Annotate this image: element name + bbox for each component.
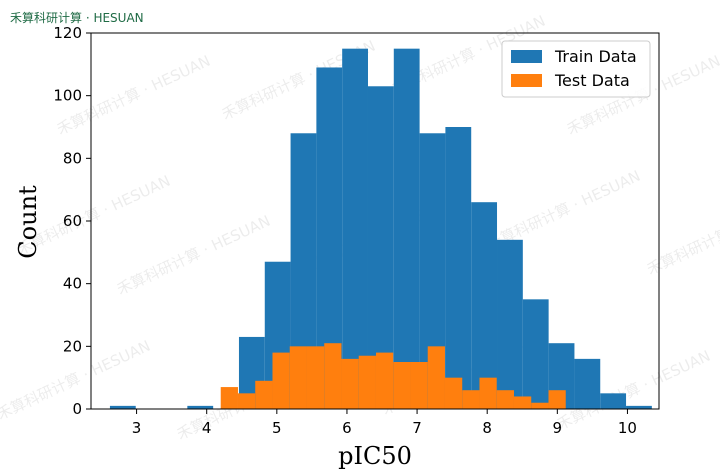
test-bar: [220, 387, 238, 409]
y-tick-label: 120: [53, 24, 82, 42]
y-tick-label: 40: [63, 275, 82, 293]
train-bar: [445, 127, 472, 409]
y-tick-label: 0: [72, 400, 82, 418]
test-bar: [410, 362, 428, 409]
legend-label: Train Data: [554, 47, 637, 66]
test-bar: [341, 358, 359, 409]
test-bar: [358, 355, 376, 409]
x-tick-label: 4: [202, 419, 212, 437]
x-tick-label: 5: [272, 419, 282, 437]
test-bar: [548, 390, 566, 409]
x-tick-label: 7: [412, 419, 422, 437]
watermark-text: 禾算科研计算 · HESUAN: [114, 212, 273, 299]
train-bar: [600, 393, 627, 409]
train-bar: [187, 405, 214, 409]
x-tick-label: 8: [482, 419, 492, 437]
test-bar: [479, 377, 497, 409]
x-tick-label: 9: [553, 419, 563, 437]
test-bar: [531, 402, 549, 409]
brand-text: 禾算科研计算 · HESUAN: [10, 11, 144, 25]
test-bar: [513, 396, 532, 409]
train-bar: [342, 48, 368, 410]
test-bar: [496, 390, 514, 409]
test-bar: [427, 346, 445, 409]
test-bar: [375, 352, 394, 409]
x-tick-label: 3: [132, 419, 142, 437]
y-axis-label: Count: [14, 185, 42, 259]
bars-layer: [109, 48, 652, 410]
test-bar: [324, 343, 342, 409]
test-bar: [255, 380, 273, 409]
y-tick-label: 80: [63, 149, 82, 167]
train-bar: [393, 48, 420, 410]
train-bar: [574, 358, 601, 409]
x-axis-label: pIC50: [338, 442, 412, 470]
train-bar: [497, 239, 523, 409]
test-bar: [289, 346, 307, 409]
test-bar: [272, 352, 290, 409]
legend-swatch: [511, 74, 542, 87]
test-bar: [306, 346, 325, 409]
test-bar: [237, 393, 256, 409]
train-bar: [471, 202, 498, 409]
test-bar: [393, 362, 411, 409]
legend-swatch: [511, 50, 542, 63]
x-tick-label: 6: [342, 419, 352, 437]
test-bar: [462, 390, 480, 409]
train-bar: [626, 405, 652, 409]
train-bar: [109, 405, 136, 409]
legend: Train Data Test Data: [501, 40, 651, 98]
watermark-text: 禾算科研计算 · HESUAN: [644, 192, 720, 279]
train-bar: [522, 299, 549, 409]
y-tick-label: 20: [63, 337, 82, 355]
y-tick-label: 100: [53, 87, 82, 105]
test-bar: [444, 377, 463, 409]
legend-label: Test Data: [554, 71, 630, 90]
y-tick-label: 60: [63, 212, 82, 230]
x-tick-label: 10: [618, 419, 637, 437]
